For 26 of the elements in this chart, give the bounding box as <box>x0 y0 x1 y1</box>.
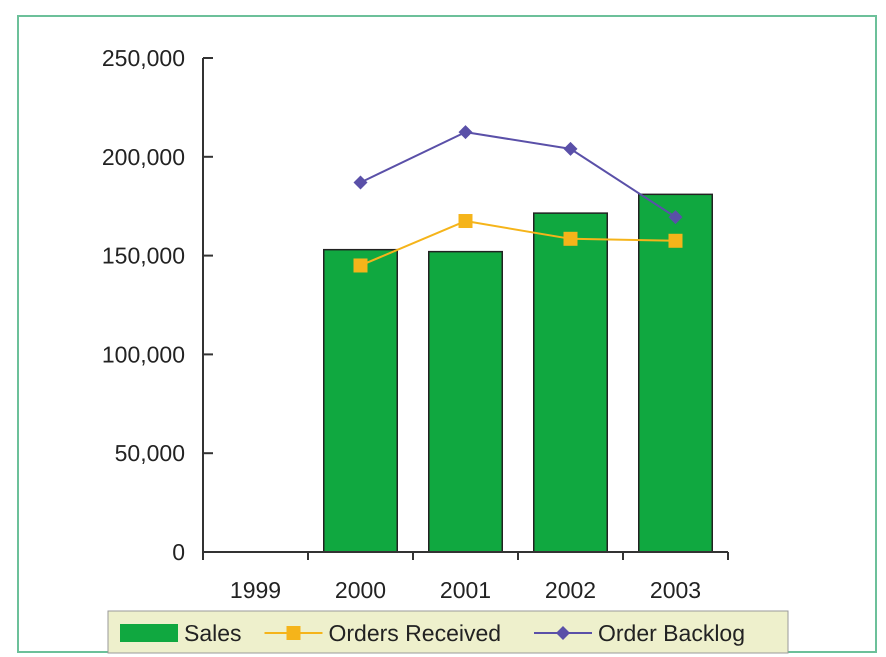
point <box>564 142 578 156</box>
x-tick-label: 2000 <box>334 577 386 603</box>
y-tick-label: 200,000 <box>102 144 185 170</box>
point <box>458 214 472 228</box>
point <box>564 232 578 246</box>
bar <box>428 250 503 553</box>
y-tick-label: 50,000 <box>114 440 185 466</box>
point <box>668 210 682 224</box>
point <box>354 175 368 190</box>
y-tick-label: 0 <box>172 539 185 565</box>
bar <box>638 194 713 553</box>
bar <box>533 212 608 553</box>
point <box>354 258 368 272</box>
y-tick-label: 250,000 <box>102 45 185 71</box>
legend-label: Sales <box>184 620 242 646</box>
x-tick-label: 2001 <box>440 577 492 603</box>
point <box>668 234 682 248</box>
y-tick-label: 100,000 <box>102 341 185 368</box>
y-tick-label: 150,000 <box>102 242 185 269</box>
legend-label: Order Backlog <box>598 620 746 646</box>
bar <box>323 248 398 553</box>
point <box>458 125 472 140</box>
x-tick-label: 2003 <box>650 577 702 603</box>
x-tick-label: 1999 <box>230 577 282 603</box>
legend-label: Orders Received <box>328 620 502 646</box>
x-tick-label: 2002 <box>544 577 596 603</box>
